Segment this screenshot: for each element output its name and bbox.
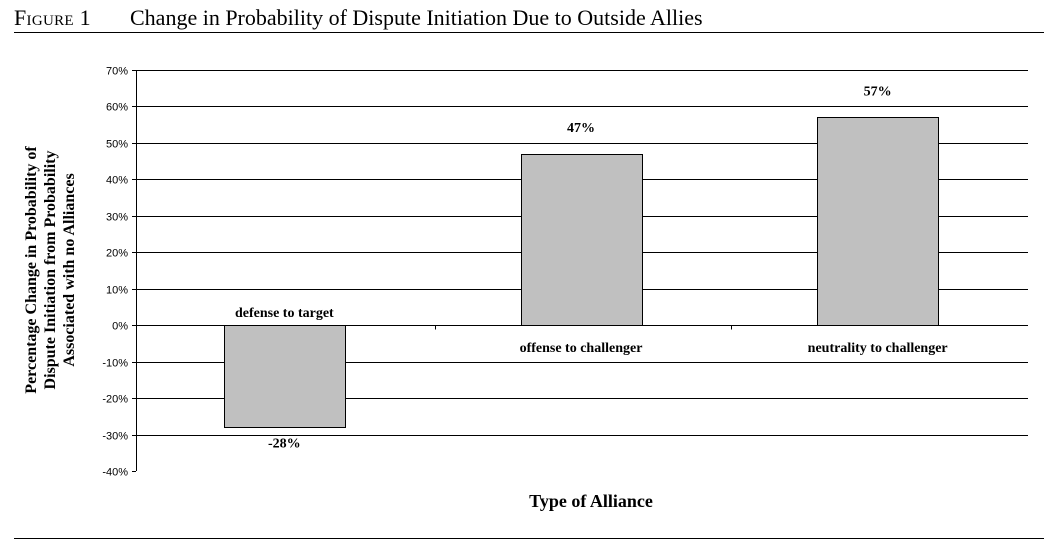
figure-header: Figure 1 Change in Probability of Disput…: [14, 4, 1044, 33]
y-tick-label: 0%: [112, 321, 128, 333]
y-tick-label: 50%: [106, 139, 128, 151]
data-label: 47%: [567, 121, 595, 136]
y-tick-label: 40%: [106, 175, 128, 187]
y-tick-label: -10%: [102, 358, 128, 370]
y-axis-label: Percentage Change in Probability of Dispu…: [23, 146, 78, 394]
y-axis-label-line: Associated with no Alliances: [61, 173, 78, 366]
y-tick-label: -20%: [102, 394, 128, 406]
bars: [224, 117, 939, 428]
y-tick-label: 20%: [106, 248, 128, 260]
y-tick-label: 30%: [106, 212, 128, 224]
y-axis-label-line: Dispute Initiation from Probability: [42, 151, 59, 390]
category-label: neutrality to challenger: [808, 341, 948, 356]
y-tick-label: -40%: [102, 467, 128, 479]
bottom-rule: [14, 538, 1044, 539]
data-label: 57%: [864, 84, 892, 99]
category-label: offense to challenger: [520, 341, 643, 356]
y-tick-label: 10%: [106, 285, 128, 297]
bar: [224, 325, 346, 428]
bar: [521, 154, 643, 326]
y-axis-label-line: Percentage Change in Probability of: [23, 146, 40, 394]
category-label: defense to target: [235, 306, 334, 321]
y-tick-label: -30%: [102, 431, 128, 443]
x-axis-label: Type of Alliance: [529, 491, 653, 511]
figure-title: Change in Probability of Dispute Initiat…: [130, 5, 703, 30]
figure-label: Figure 1: [14, 5, 91, 30]
y-tick-label: 70%: [106, 66, 128, 78]
data-labels: defense to target -28% offense to challeng…: [235, 84, 948, 451]
bar: [817, 117, 939, 326]
y-tick-label: 60%: [106, 102, 128, 114]
axes: -40% -30% -20% -10% 0% 10% 20% 30% 40% 50% 60% 70%: [102, 66, 1028, 479]
data-label: -28%: [268, 436, 301, 451]
